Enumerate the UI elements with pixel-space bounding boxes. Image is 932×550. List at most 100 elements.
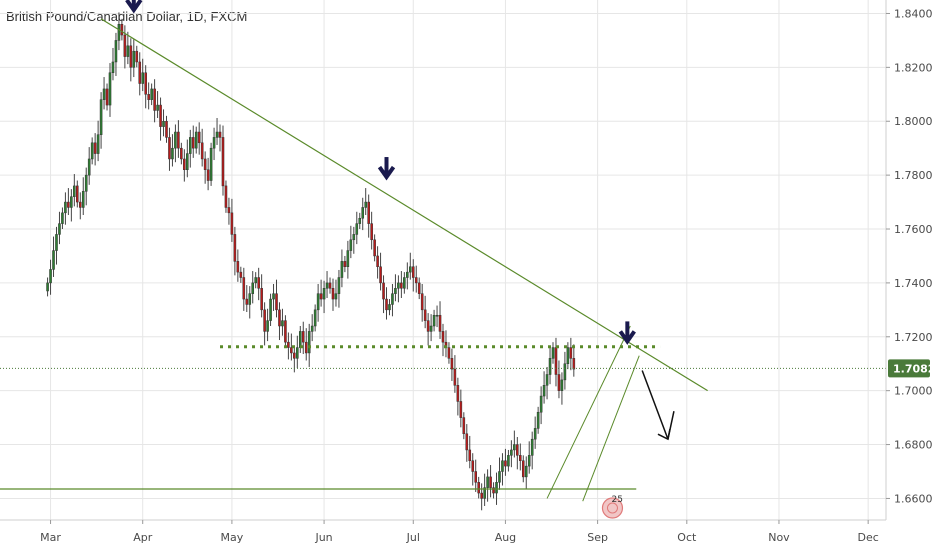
candle-body: [105, 88, 109, 106]
candle-body: [355, 223, 359, 235]
candle-body: [191, 137, 195, 149]
candle-body: [162, 120, 165, 127]
candle-body: [343, 261, 347, 267]
candle-body: [203, 158, 207, 170]
candle-body: [180, 147, 183, 160]
candle-body: [84, 174, 88, 192]
candle-body: [388, 304, 391, 311]
candle-body: [569, 347, 573, 359]
candle-body: [156, 104, 159, 111]
candle-body: [147, 94, 150, 100]
candle-body: [435, 314, 439, 317]
y-tick-label: 1.66000: [894, 492, 932, 505]
candle-body: [197, 131, 201, 144]
candle-body: [159, 104, 162, 127]
candle-body: [450, 358, 454, 370]
candle-body: [414, 277, 418, 284]
candle-body: [563, 363, 567, 381]
candle-body: [168, 137, 171, 160]
x-tick-label: Dec: [858, 531, 879, 544]
y-tick-label: 1.78000: [894, 169, 932, 182]
candle-body: [447, 347, 451, 359]
candle-body: [114, 40, 118, 63]
candle-body: [516, 444, 519, 456]
candle-body: [340, 261, 344, 278]
down-arrow-head: [125, 0, 143, 14]
candle-body: [171, 147, 174, 160]
candle-body: [456, 385, 460, 402]
candle-body: [492, 487, 495, 494]
candle-body: [325, 282, 329, 289]
candle-body: [46, 282, 49, 292]
candle-body: [453, 368, 457, 386]
y-tick-label: 1.74000: [894, 277, 932, 290]
candle-body: [281, 320, 284, 327]
candle-body: [61, 212, 64, 224]
candle-body: [73, 185, 76, 197]
candle-body: [420, 293, 424, 311]
candle-body: [111, 61, 115, 73]
projection-arrow-shaft: [641, 370, 669, 440]
candle-body: [304, 341, 308, 354]
y-tick-label: 1.72000: [894, 331, 932, 344]
candle-body: [557, 374, 561, 391]
candle-body: [49, 269, 52, 284]
y-tick-label: 1.70000: [894, 385, 932, 398]
candle-body: [403, 277, 406, 289]
candle-body: [224, 185, 228, 208]
x-tick-label: Jul: [406, 531, 420, 544]
candle-body: [367, 201, 370, 224]
candle-body: [221, 137, 225, 187]
candle-body: [397, 282, 400, 289]
candle-body: [548, 358, 552, 375]
down-arrow-head: [618, 330, 636, 345]
candle-body: [411, 266, 415, 278]
projection-arrow-head: [657, 429, 671, 441]
candle-body: [301, 331, 305, 343]
current-price-label: 1.70827: [893, 362, 932, 375]
grid: [0, 0, 886, 520]
candle-body: [462, 417, 466, 435]
candle-body: [334, 293, 338, 300]
candle-body: [263, 309, 266, 332]
candle-body: [177, 131, 180, 149]
candle-body: [78, 201, 82, 208]
candle-body: [233, 234, 237, 262]
candle-body: [183, 158, 186, 170]
candle-body: [272, 293, 275, 300]
x-tick-label: May: [221, 531, 244, 544]
candle-body: [260, 288, 263, 311]
candle-body: [379, 266, 382, 284]
candle-body: [539, 395, 543, 413]
event-badge-count: 25: [611, 495, 622, 505]
candle-body: [126, 45, 130, 57]
candle-body: [507, 455, 510, 467]
candle-body: [385, 298, 388, 311]
candle-body: [498, 471, 501, 483]
candle-body: [117, 23, 121, 41]
candle-body: [52, 250, 55, 270]
candle-body: [275, 293, 278, 311]
down-arrow-head: [377, 165, 396, 181]
candle-body: [432, 314, 436, 327]
candle-body: [293, 352, 296, 359]
candle-body: [358, 217, 362, 224]
candle-body: [438, 314, 442, 332]
candle-body: [186, 153, 189, 170]
candle-body: [429, 325, 433, 332]
candle-body: [70, 196, 73, 208]
candle-body: [129, 45, 133, 68]
candle-body: [480, 492, 483, 499]
candle-body: [245, 298, 249, 305]
candle-body: [527, 455, 531, 467]
candle-body: [542, 385, 546, 397]
candle-body: [370, 223, 373, 241]
annotations: 25: [0, 0, 886, 519]
candle-body: [346, 250, 350, 267]
candle-body: [426, 320, 430, 332]
candle-body: [513, 444, 516, 451]
candle-body: [524, 465, 528, 478]
candle-body: [212, 137, 216, 149]
